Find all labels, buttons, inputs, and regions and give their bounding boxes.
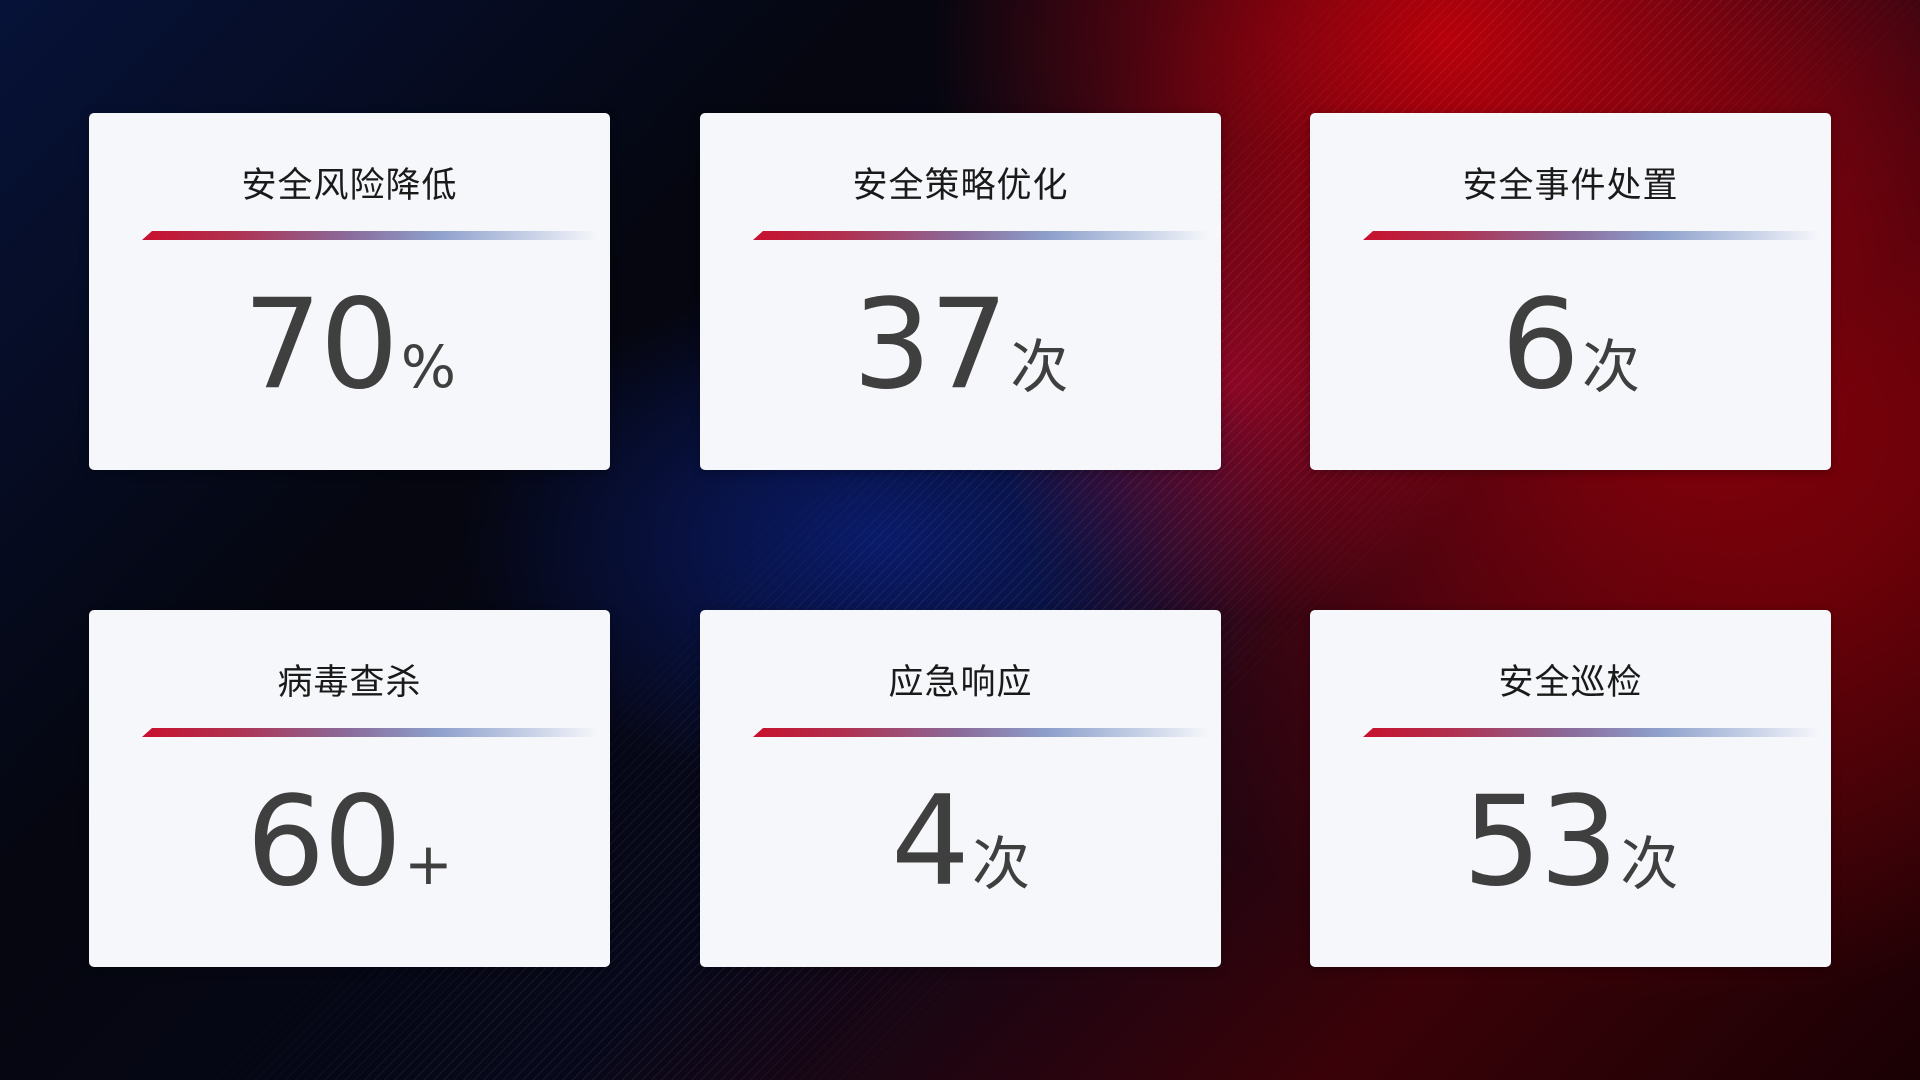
card-value: 60+ bbox=[89, 770, 610, 914]
value-unit: 次 bbox=[971, 830, 1030, 898]
value-number: 37 bbox=[852, 273, 1009, 417]
gradient-divider bbox=[753, 231, 1209, 240]
card-title: 安全巡检 bbox=[1498, 663, 1643, 703]
card-value: 53次 bbox=[1310, 770, 1831, 914]
card-title: 安全事件处置 bbox=[1462, 166, 1679, 206]
value-number: 53 bbox=[1462, 770, 1619, 914]
stat-card-incident-handling: 安全事件处置 6次 bbox=[1310, 113, 1831, 470]
gradient-divider bbox=[142, 728, 598, 737]
value-number: 4 bbox=[891, 770, 970, 914]
card-title: 安全风险降低 bbox=[241, 166, 458, 206]
value-number: 70 bbox=[243, 273, 399, 417]
value-number: 6 bbox=[1501, 273, 1580, 417]
card-title: 安全策略优化 bbox=[852, 166, 1069, 206]
value-unit: 次 bbox=[1010, 333, 1069, 401]
value-unit: + bbox=[404, 830, 453, 898]
value-unit: % bbox=[400, 333, 456, 401]
stat-card-policy-optimization: 安全策略优化 37次 bbox=[700, 113, 1221, 470]
card-value: 6次 bbox=[1310, 273, 1831, 417]
stat-card-emergency-response: 应急响应 4次 bbox=[700, 610, 1221, 967]
card-title: 应急响应 bbox=[888, 663, 1033, 703]
gradient-divider bbox=[1363, 728, 1819, 737]
card-title: 病毒查杀 bbox=[277, 663, 422, 703]
stat-card-risk-reduction: 安全风险降低 70% bbox=[89, 113, 610, 470]
gradient-divider bbox=[142, 231, 598, 240]
stat-card-virus-removal: 病毒查杀 60+ bbox=[89, 610, 610, 967]
value-unit: 次 bbox=[1620, 830, 1679, 898]
value-unit: 次 bbox=[1581, 333, 1640, 401]
card-value: 37次 bbox=[700, 273, 1221, 417]
gradient-divider bbox=[753, 728, 1209, 737]
card-value: 70% bbox=[89, 273, 610, 417]
card-value: 4次 bbox=[700, 770, 1221, 914]
value-number: 60 bbox=[246, 770, 402, 914]
gradient-divider bbox=[1363, 231, 1819, 240]
stat-card-security-inspection: 安全巡检 53次 bbox=[1310, 610, 1831, 967]
